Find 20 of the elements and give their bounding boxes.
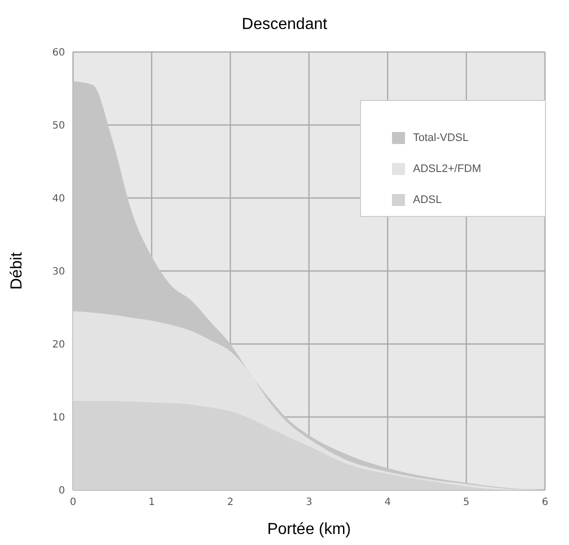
y-tick-label: 40 [52,194,65,205]
y-axis-title: Débit [8,252,26,290]
chart-title: Descendant [240,15,328,35]
x-tick-label: 3 [306,497,312,508]
x-axis-title: Portée (km) [267,521,351,538]
y-tick-label: 60 [52,48,65,59]
y-tick-label: 30 [52,266,65,278]
legend-label: ADSL2+/FDM [413,162,482,174]
x-tick-label: 1 [148,497,155,508]
legend-label: Total-VDSL [413,132,469,144]
y-tick-label: 0 [58,486,65,497]
x-tick-label: 5 [463,497,470,508]
x-tick-label: 0 [70,497,76,508]
x-tick-label: 2 [227,497,234,508]
x-tick-label: 4 [384,497,391,508]
y-tick-label: 50 [52,120,65,132]
x-tick-label: 6 [542,497,548,508]
y-tick-label: 10 [52,412,65,424]
legend-label: ADSL [413,194,442,206]
y-tick-label: 20 [52,340,65,351]
